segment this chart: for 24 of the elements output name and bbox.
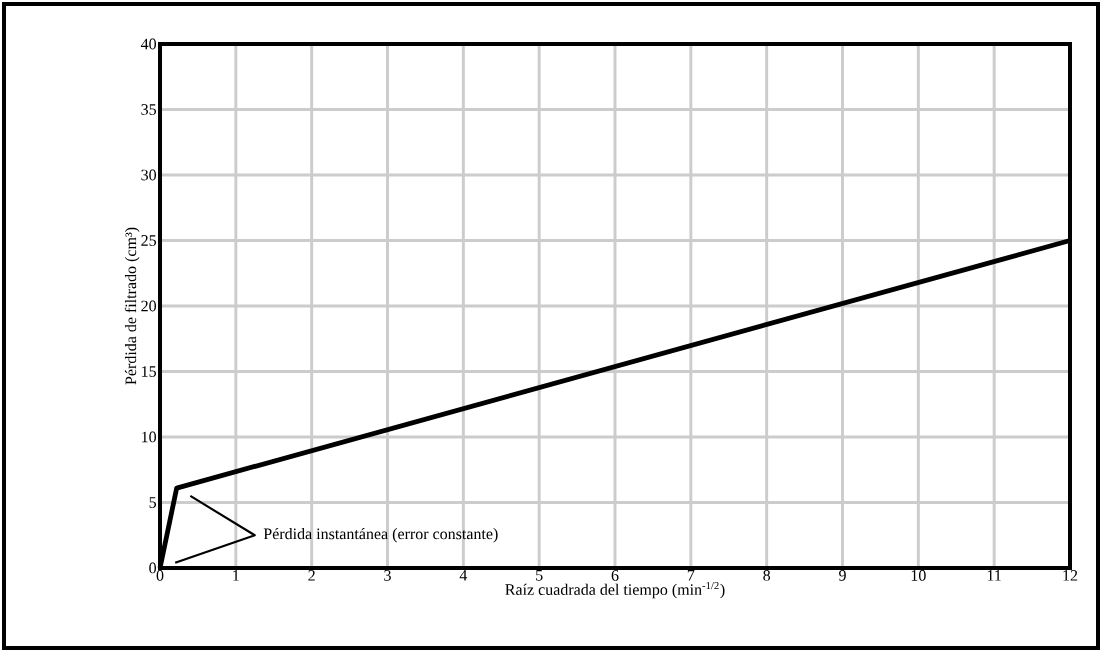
x-tick-label: 10: [911, 570, 926, 581]
x-tick-label: 2: [308, 570, 315, 581]
x-tick-label: 4: [459, 570, 468, 581]
x-tick-label: 12: [1063, 570, 1078, 581]
x-tick-label: 1: [233, 570, 239, 581]
annotation: Pérdida instantánea (error constante): [263, 527, 498, 543]
x-tick-label: 7: [687, 570, 695, 581]
x-tick-label: 0: [156, 570, 164, 581]
y-tick-label: 10: [142, 431, 157, 443]
x-tick-label: 5: [536, 570, 543, 581]
x-tick-label: 11: [987, 570, 1001, 581]
x-tick-label: 3: [384, 570, 391, 581]
y-tick-label: 30: [141, 169, 157, 181]
x-axis-title: Raíz cuadrada del tiempo (min$^{-1/2}$): [505, 581, 725, 599]
y-tick-label: 20: [141, 300, 157, 312]
y-axis-title: Pérdida de filtrado (cm³): [124, 227, 140, 385]
y-tick-label: 25: [141, 235, 157, 246]
y-tick-label: 15: [142, 366, 157, 377]
x-tick-label: 8: [763, 570, 771, 581]
y-tick-label: 40: [140, 38, 157, 50]
y-tick-label: 5: [149, 497, 157, 508]
y-tick-label: 35: [141, 104, 157, 115]
x-tick-label: 9: [839, 570, 846, 581]
x-tick-label: 6: [611, 570, 619, 581]
